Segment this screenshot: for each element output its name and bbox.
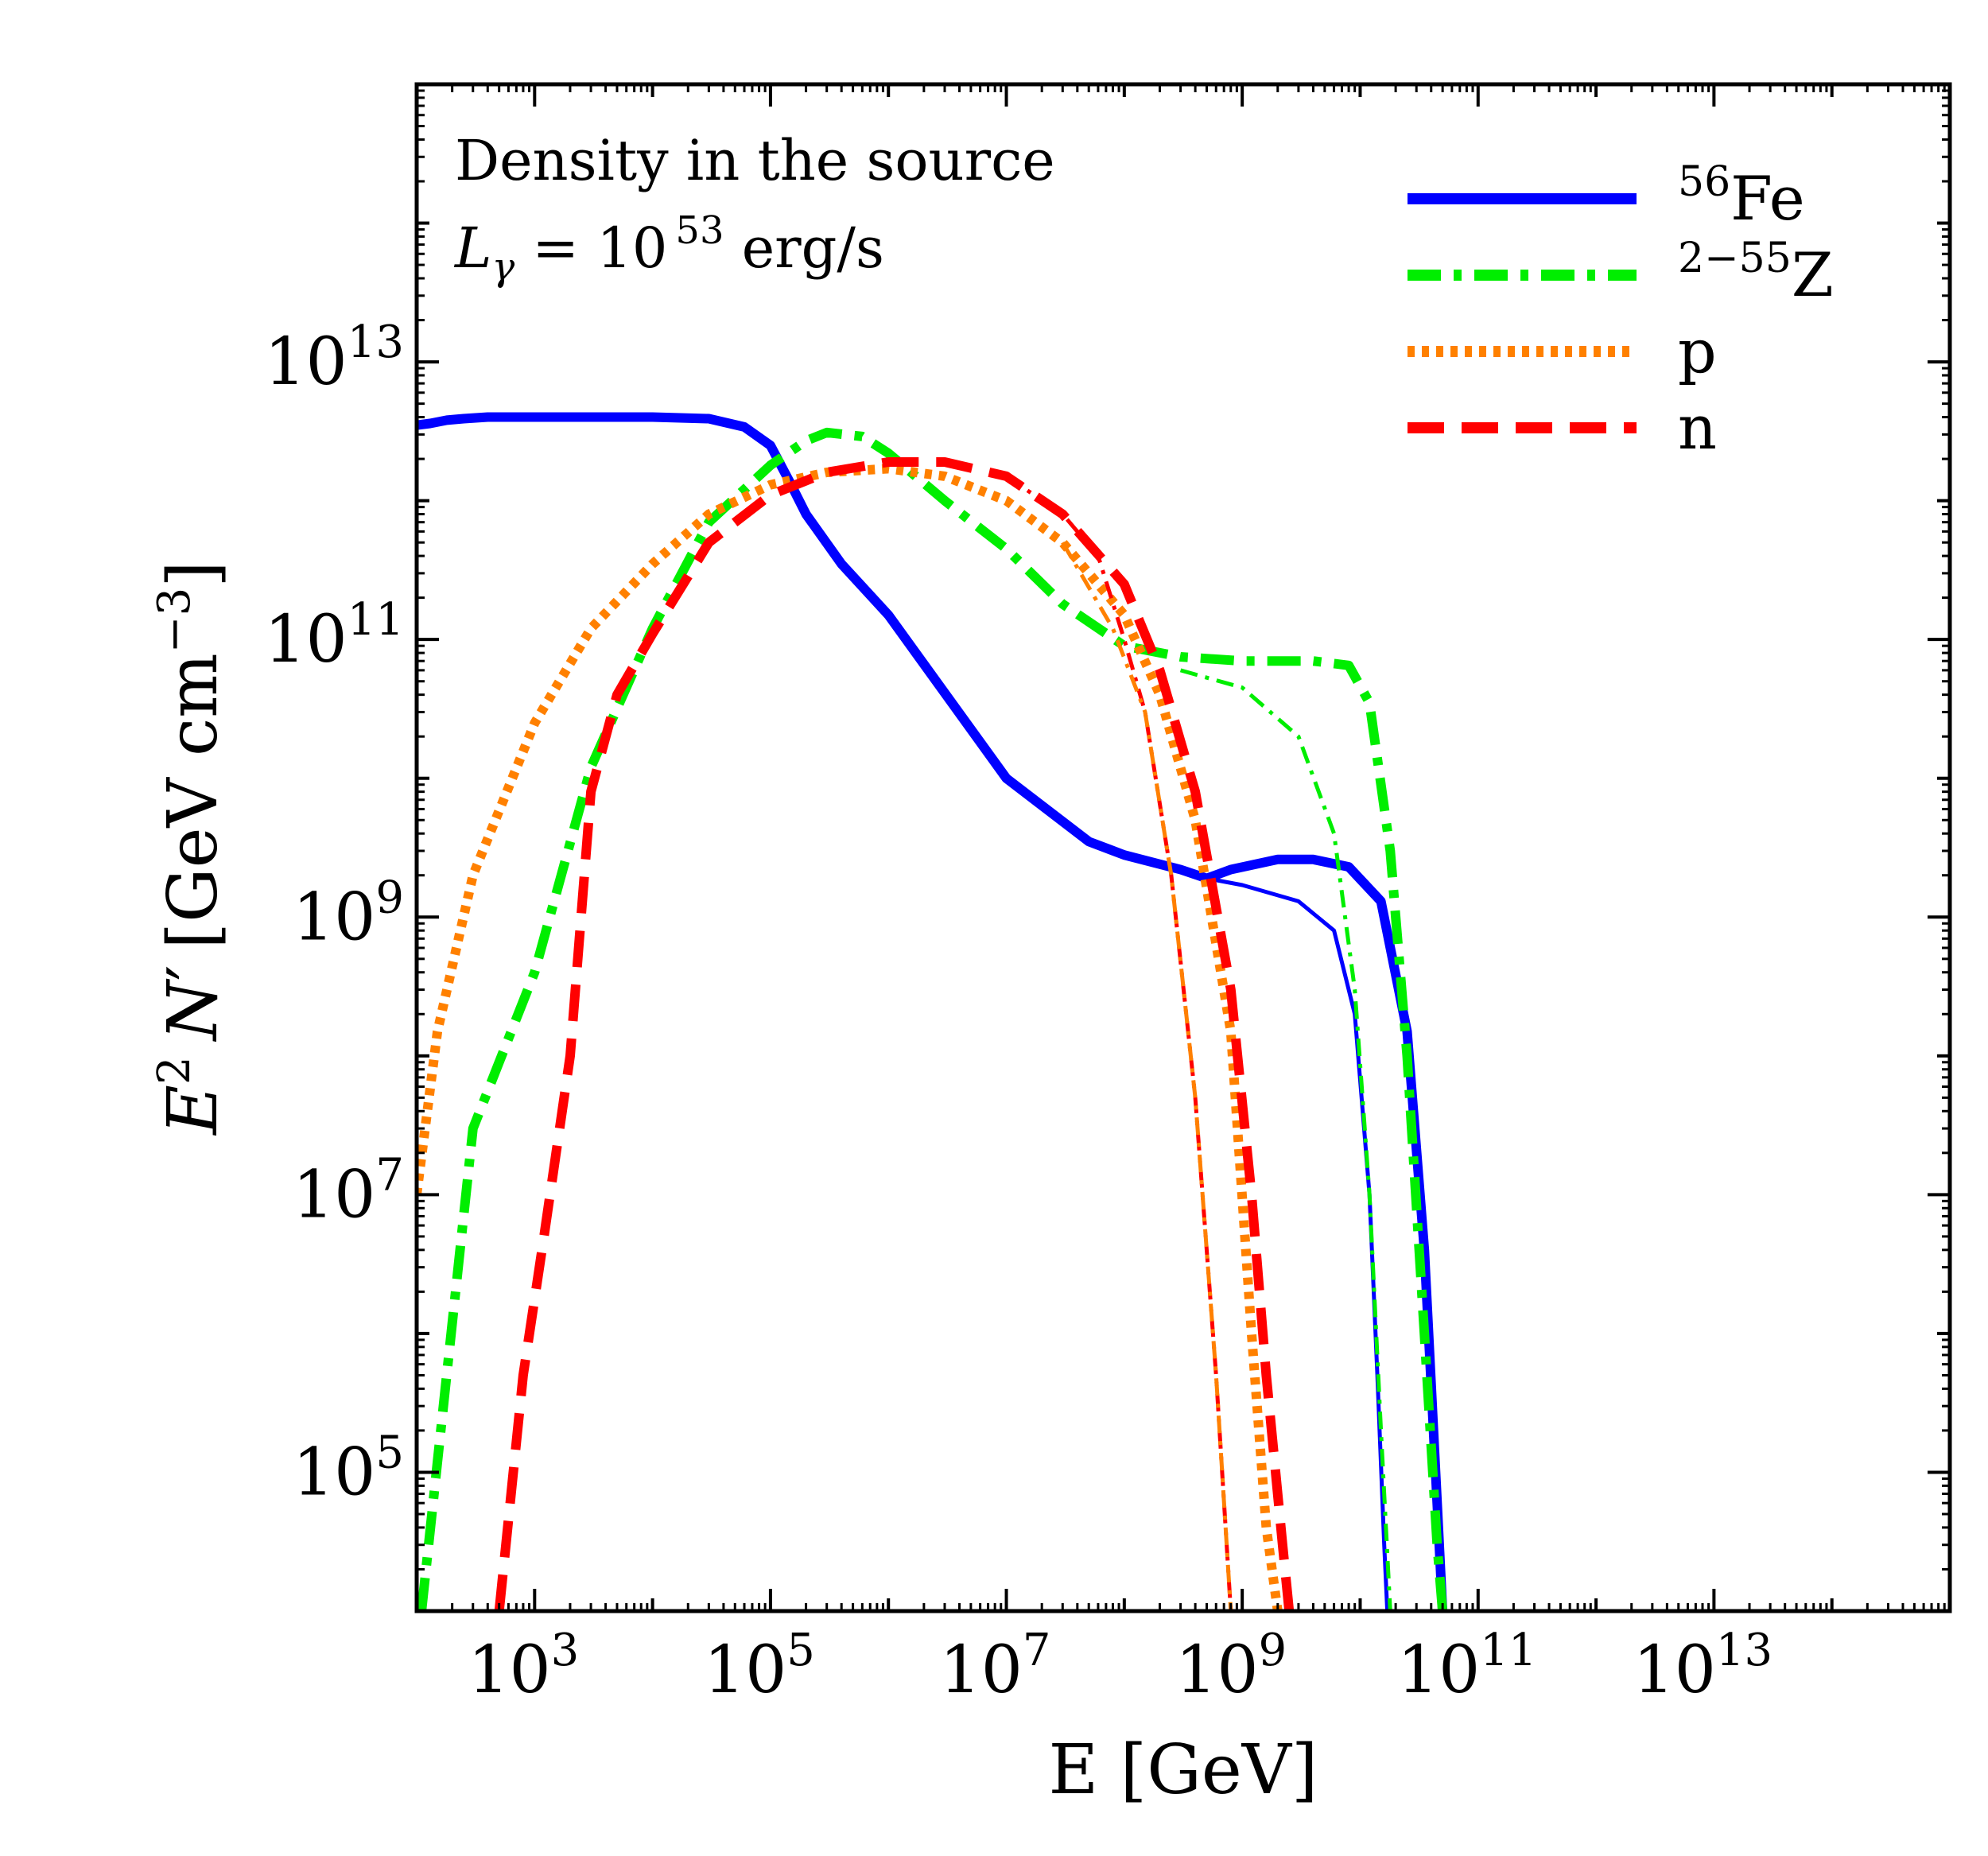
series-fe_source bbox=[417, 412, 1448, 1611]
series-n_source bbox=[494, 457, 1295, 1611]
series-z_observer bbox=[1179, 668, 1392, 1611]
y-tick-label: 1011 bbox=[264, 594, 404, 678]
series-p_observer bbox=[1061, 541, 1233, 1611]
y-tick-label: 109 bbox=[293, 872, 404, 955]
legend-label-z_source: 2−55Z bbox=[1678, 235, 1834, 310]
annotation-luminosity: Lγ = 10 53 erg/s bbox=[453, 208, 884, 289]
x-axis-label: E [GeV] bbox=[1049, 1730, 1318, 1810]
legend-label-p_source: p bbox=[1678, 316, 1717, 386]
annotation-density: Density in the source bbox=[455, 128, 1055, 193]
y-tick-label: 107 bbox=[293, 1149, 404, 1233]
plot-frame bbox=[414, 82, 1952, 1613]
x-tick-label: 1013 bbox=[1633, 1625, 1773, 1708]
x-tick-label: 109 bbox=[1175, 1625, 1287, 1708]
legend-label-fe_source: 56Fe bbox=[1678, 158, 1805, 234]
legend-label-n_source: n bbox=[1678, 392, 1717, 463]
x-tick-label: 107 bbox=[940, 1625, 1051, 1708]
y-axis-label: E2N′[GeV cm−3] bbox=[149, 561, 233, 1136]
x-tick-label: 105 bbox=[704, 1625, 815, 1708]
x-tick-label: 1011 bbox=[1397, 1625, 1537, 1708]
y-tick-label: 1013 bbox=[264, 316, 404, 400]
series-z_source bbox=[417, 427, 1448, 1611]
y-tick-label: 105 bbox=[293, 1427, 404, 1510]
series-p_source bbox=[417, 464, 1283, 1611]
x-tick-label: 103 bbox=[468, 1625, 579, 1708]
